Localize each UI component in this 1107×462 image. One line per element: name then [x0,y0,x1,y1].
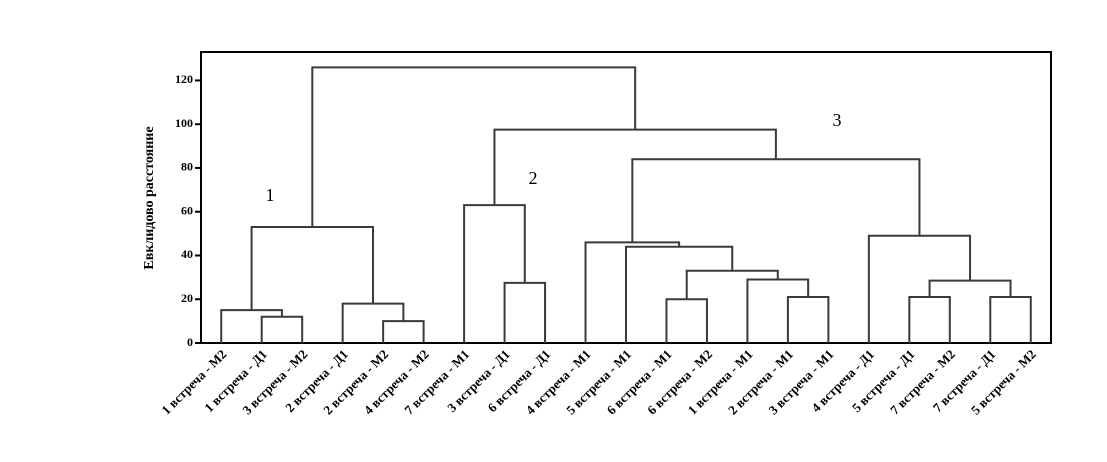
dendrogram-link [867,234,972,343]
dendrogram-link [493,128,777,206]
dendrogram-link [685,269,779,300]
dendrogram-link [341,302,405,343]
cluster-label: 2 [529,168,538,188]
dendrogram-link [503,281,547,343]
dendrogram-link [220,309,283,343]
dendrogram-link [463,204,526,343]
dendrogram-link [260,315,304,343]
dendrogram-link [989,296,1032,343]
dendrogram-link [250,226,375,311]
cluster-label: 3 [833,110,842,130]
dendrogram-link [625,245,734,343]
cluster-label: 1 [266,185,275,205]
y-tick-label: 40 [181,247,193,261]
dendrogram-link [631,158,921,243]
dendrogram-link [928,279,1012,298]
y-axis-label: Евклидово расстояние [142,126,157,269]
y-tick-label: 60 [181,203,193,217]
dendrogram-link [382,320,425,343]
y-tick-label: 0 [187,335,193,349]
y-tick-label: 80 [181,160,193,174]
dendrogram-link [746,278,810,343]
dendrogram-link [584,241,681,343]
dendrogram-link [665,298,708,343]
dendrogram-link [908,296,951,343]
y-tick-label: 20 [181,291,193,305]
y-tick-label: 120 [175,72,193,86]
dendrogram-link [311,66,637,228]
dendrogram-link [786,296,830,343]
y-tick-label: 100 [175,116,193,130]
